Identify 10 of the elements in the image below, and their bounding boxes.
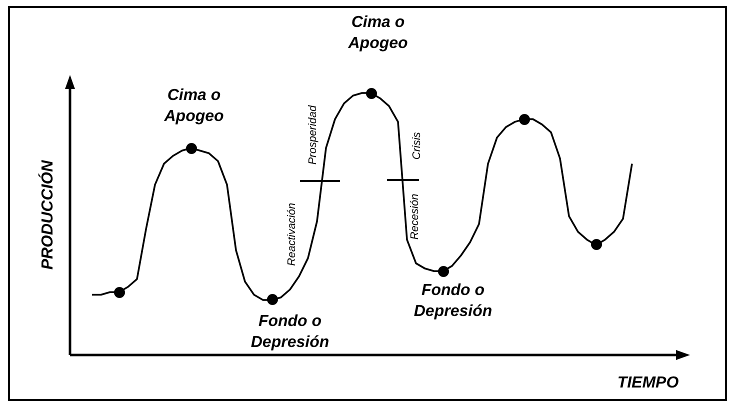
annotation: Fondo o Depresión <box>414 282 492 320</box>
annotation: Fondo o Depresión <box>250 312 330 351</box>
text: Cima o Apogeo <box>347 14 408 52</box>
annotation: Reactivación <box>286 202 298 266</box>
annotation: Recesión <box>409 194 422 240</box>
x-axis-title: TIEMPO <box>617 374 680 392</box>
annotation: Prosperidad <box>307 104 320 165</box>
y-axis-title: PRODUCCIÓN <box>37 160 56 270</box>
annotation: Cima o Apogeo <box>163 86 224 125</box>
annotation: Crisis <box>411 132 424 160</box>
